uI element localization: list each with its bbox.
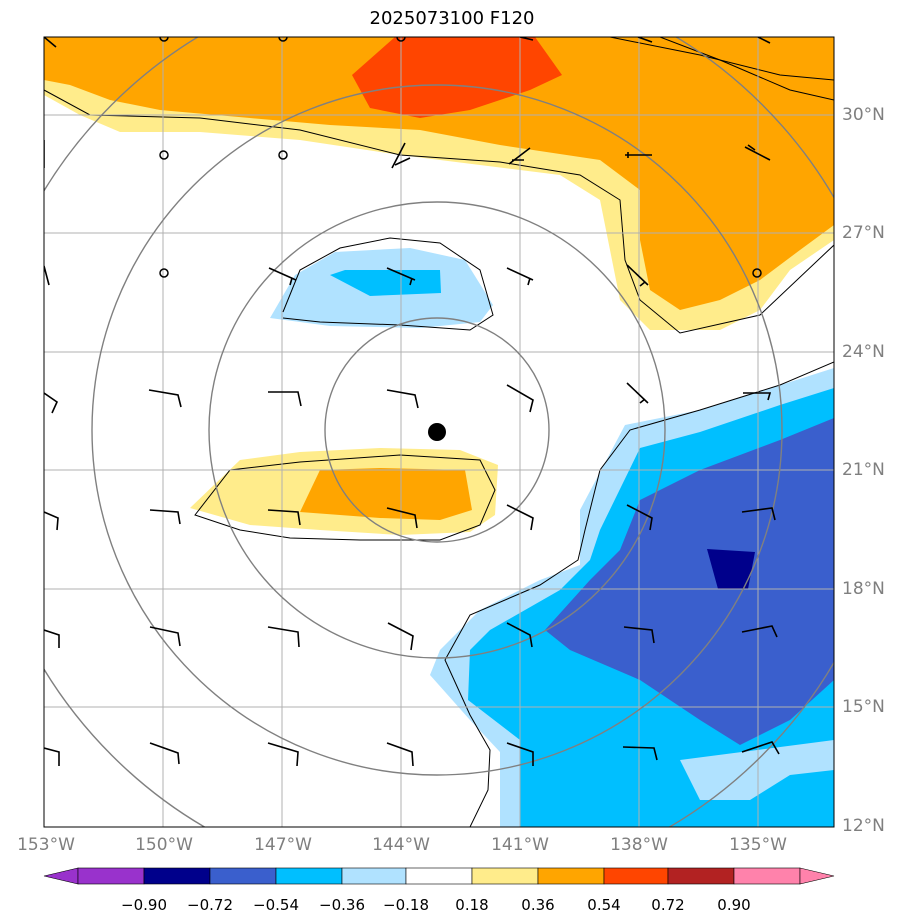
colorbar-label: −0.90 [121,896,167,914]
lat-label: 30°N [842,105,885,125]
lon-label: 150°W [135,835,193,855]
lon-label: 135°W [729,835,787,855]
colorbar-label: 0.54 [587,896,621,914]
colorbar-label: −0.36 [319,896,365,914]
lat-label: 24°N [842,342,885,362]
range-ring-3 [91,84,783,776]
colorbar-label: −0.72 [187,896,233,914]
colorbar-extend-high [799,867,835,885]
colorbar-label: 0.72 [651,896,685,914]
lon-label: 153°W [17,835,75,855]
lat-label: 12°N [842,816,885,836]
lat-label: 27°N [842,223,885,243]
colorbar-label: 0.36 [521,896,555,914]
lat-label: 21°N [842,460,885,480]
positive-anomaly-orange-north [44,37,834,310]
storm-center-marker [428,423,446,441]
lat-label: 18°N [842,579,885,599]
lon-label: 144°W [372,835,430,855]
range-rings [44,37,834,827]
map-plot-area [44,37,834,827]
calm-wind-markers [159,37,762,278]
colorbar-label: −0.18 [383,896,429,914]
negative-anomaly-navy-se [707,549,755,589]
range-ring-1 [324,317,550,543]
lat-label: 15°N [842,697,885,717]
graticule [44,37,834,827]
positive-anomaly-orange-center [300,468,472,520]
lon-label: 141°W [491,835,549,855]
positive-anomaly-red-north [352,37,562,118]
negative-anomaly-cyan-north [330,270,441,296]
colorbar-label: 0.90 [717,896,751,914]
colorbar-extend-low [43,867,79,885]
lon-label: 147°W [254,835,312,855]
colorbar [43,867,835,885]
lon-label: 138°W [610,835,668,855]
map-title: 2025073100 F120 [369,8,535,29]
range-ring-2 [208,201,666,659]
plot-border [43,36,835,828]
negative-anomaly-blue-se [545,418,834,745]
colorbar-label: 0.18 [455,896,489,914]
wind-barbs [44,37,780,767]
colorbar-label: −0.54 [253,896,299,914]
